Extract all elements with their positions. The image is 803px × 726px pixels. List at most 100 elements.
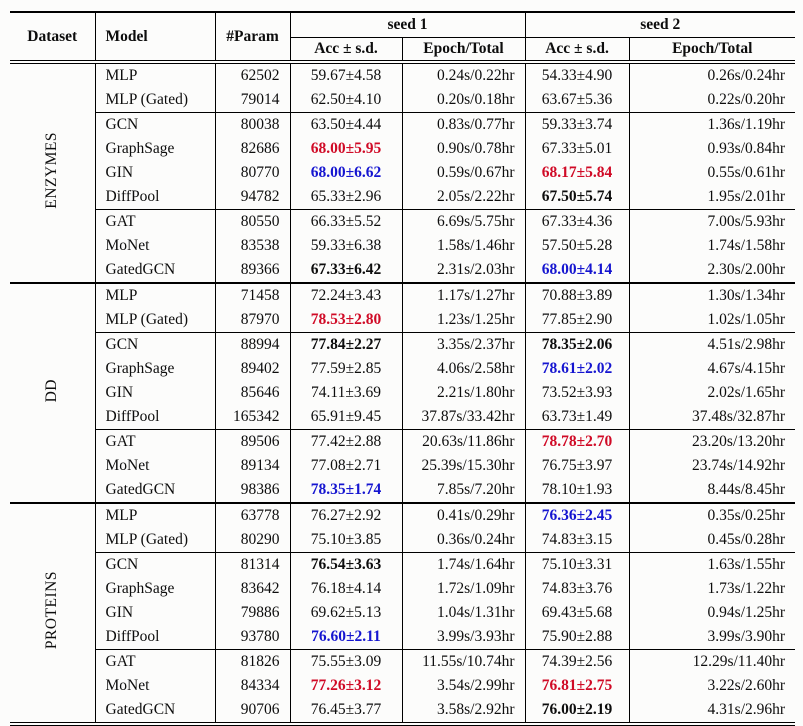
seed1-acc: 62.50±4.10 (289, 88, 402, 113)
param-count: 89134 (214, 454, 290, 478)
seed2-time: 12.29s/11.40hr (628, 649, 796, 674)
seed1-acc: 78.35±1.74 (289, 478, 402, 503)
seed2-acc: 76.00±2.19 (524, 698, 630, 724)
table-row: GCN 80038 63.50±4.44 0.83s/0.77hr 59.33±… (10, 112, 796, 137)
seed2-acc: 78.61±2.02 (524, 357, 630, 381)
table-row: DiffPool 165342 65.91±9.45 37.87s/33.42h… (10, 405, 796, 430)
model-name: GCN (94, 112, 215, 137)
model-name: DiffPool (94, 625, 215, 650)
seed2-acc: 57.50±5.28 (524, 234, 630, 258)
seed1-time: 25.39s/15.30hr (401, 454, 526, 478)
model-name: GAT (94, 209, 215, 234)
seed1-time: 0.24s/0.22hr (401, 62, 526, 88)
param-count: 82686 (214, 137, 290, 161)
dataset-name-enzymes: ENZYMES (43, 132, 61, 209)
param-count: 81826 (214, 649, 290, 674)
seed2-time: 0.94s/1.25hr (628, 601, 796, 625)
column-header-param: #Param (214, 12, 290, 64)
table-row: GAT 81826 75.55±3.09 11.55s/10.74hr 74.3… (10, 649, 796, 674)
seed1-time: 2.05s/2.22hr (401, 185, 526, 210)
model-name: MoNet (94, 674, 215, 698)
dataset-cell: DD (10, 282, 95, 503)
seed1-time: 0.20s/0.18hr (401, 88, 526, 113)
seed2-acc: 74.83±3.15 (524, 528, 630, 553)
seed1-time: 1.72s/1.09hr (401, 577, 526, 601)
table-row: GCN 81314 76.54±3.63 1.74s/1.64hr 75.10±… (10, 552, 796, 577)
column-header-seed1-acc: Acc ± s.d. (289, 37, 402, 64)
seed1-time: 4.06s/2.58hr (401, 357, 526, 381)
seed2-acc: 73.52±3.93 (524, 381, 630, 405)
seed1-time: 3.54s/2.99hr (401, 674, 526, 698)
param-count: 80770 (214, 161, 290, 185)
seed1-time: 1.74s/1.64hr (401, 552, 526, 577)
param-count: 71458 (214, 282, 290, 308)
seed1-acc: 68.00±5.95 (289, 137, 402, 161)
table-row: GraphSage 83642 76.18±4.14 1.72s/1.09hr … (10, 577, 796, 601)
seed1-time: 1.04s/1.31hr (401, 601, 526, 625)
table-row: GIN 79886 69.62±5.13 1.04s/1.31hr 69.43±… (10, 601, 796, 625)
dataset-name-dd: DD (43, 378, 61, 403)
seed1-acc: 63.50±4.44 (289, 112, 402, 137)
seed2-time: 0.93s/0.84hr (628, 137, 796, 161)
seed1-time: 0.83s/0.77hr (401, 112, 526, 137)
benchmark-results-table: Dataset Model #Param seed 1 seed 2 Acc ±… (10, 11, 796, 726)
table-row: MoNet 83538 59.33±6.38 1.58s/1.46hr 57.5… (10, 234, 796, 258)
param-count: 79886 (214, 601, 290, 625)
seed2-time: 3.99s/3.90hr (628, 625, 796, 650)
seed2-acc: 70.88±3.89 (524, 282, 630, 308)
column-header-seed2-epoch: Epoch/Total (628, 37, 796, 64)
model-name: MLP (Gated) (94, 308, 215, 333)
param-count: 94782 (214, 185, 290, 210)
dataset-cell: ENZYMES (10, 62, 95, 283)
param-count: 80290 (214, 528, 290, 553)
model-name: MLP (94, 62, 215, 88)
seed1-time: 7.85s/7.20hr (401, 478, 526, 503)
model-name: GCN (94, 552, 215, 577)
column-header-seed1: seed 1 (289, 12, 526, 38)
model-name: DiffPool (94, 405, 215, 430)
model-name: GatedGCN (94, 698, 215, 724)
seed2-time: 0.26s/0.24hr (628, 62, 796, 88)
seed2-acc: 78.10±1.93 (524, 478, 630, 503)
seed1-time: 3.58s/2.92hr (401, 698, 526, 724)
model-name: GAT (94, 429, 215, 454)
seed2-time: 1.74s/1.58hr (628, 234, 796, 258)
param-count: 81314 (214, 552, 290, 577)
seed1-acc: 69.62±5.13 (289, 601, 402, 625)
seed1-time: 11.55s/10.74hr (401, 649, 526, 674)
seed1-time: 6.69s/5.75hr (401, 209, 526, 234)
seed1-acc: 78.53±2.80 (289, 308, 402, 333)
param-count: 88994 (214, 332, 290, 357)
seed1-time: 0.59s/0.67hr (401, 161, 526, 185)
model-name: GIN (94, 161, 215, 185)
table-row: GatedGCN 98386 78.35±1.74 7.85s/7.20hr 7… (10, 478, 796, 503)
model-name: DiffPool (94, 185, 215, 210)
seed1-time: 1.58s/1.46hr (401, 234, 526, 258)
seed1-acc: 59.67±4.58 (289, 62, 402, 88)
seed2-time: 0.55s/0.61hr (628, 161, 796, 185)
seed1-time: 2.21s/1.80hr (401, 381, 526, 405)
column-header-model: Model (94, 12, 215, 64)
table-row: DD MLP 71458 72.24±3.43 1.17s/1.27hr 70.… (10, 282, 796, 503)
seed1-acc: 76.54±3.63 (289, 552, 402, 577)
seed2-time: 23.74s/14.92hr (628, 454, 796, 478)
param-count: 93780 (214, 625, 290, 650)
table-row: MoNet 89134 77.08±2.71 25.39s/15.30hr 76… (10, 454, 796, 478)
table-row: PROTEINS MLP 63778 76.27±2.92 0.41s/0.29… (10, 502, 796, 724)
table-row: MLP (Gated) 80290 75.10±3.85 0.36s/0.24h… (10, 528, 796, 553)
seed2-time: 0.22s/0.20hr (628, 88, 796, 113)
seed1-time: 1.23s/1.25hr (401, 308, 526, 333)
seed2-acc: 59.33±3.74 (524, 112, 630, 137)
seed1-time: 0.90s/0.78hr (401, 137, 526, 161)
seed2-time: 4.51s/2.98hr (628, 332, 796, 357)
table-row: GatedGCN 89366 67.33±6.42 2.31s/2.03hr 6… (10, 258, 796, 283)
table-row: GIN 85646 74.11±3.69 2.21s/1.80hr 73.52±… (10, 381, 796, 405)
seed1-acc: 74.11±3.69 (289, 381, 402, 405)
seed1-acc: 65.33±2.96 (289, 185, 402, 210)
header-row-sub: Acc ± s.d. Epoch/Total Acc ± s.d. Epoch/… (10, 37, 796, 64)
seed2-acc: 78.78±2.70 (524, 429, 630, 454)
model-name: MLP (94, 502, 215, 528)
dataset-cell: PROTEINS (10, 502, 95, 724)
seed1-acc: 68.00±6.62 (289, 161, 402, 185)
column-header-dataset: Dataset (10, 12, 95, 64)
